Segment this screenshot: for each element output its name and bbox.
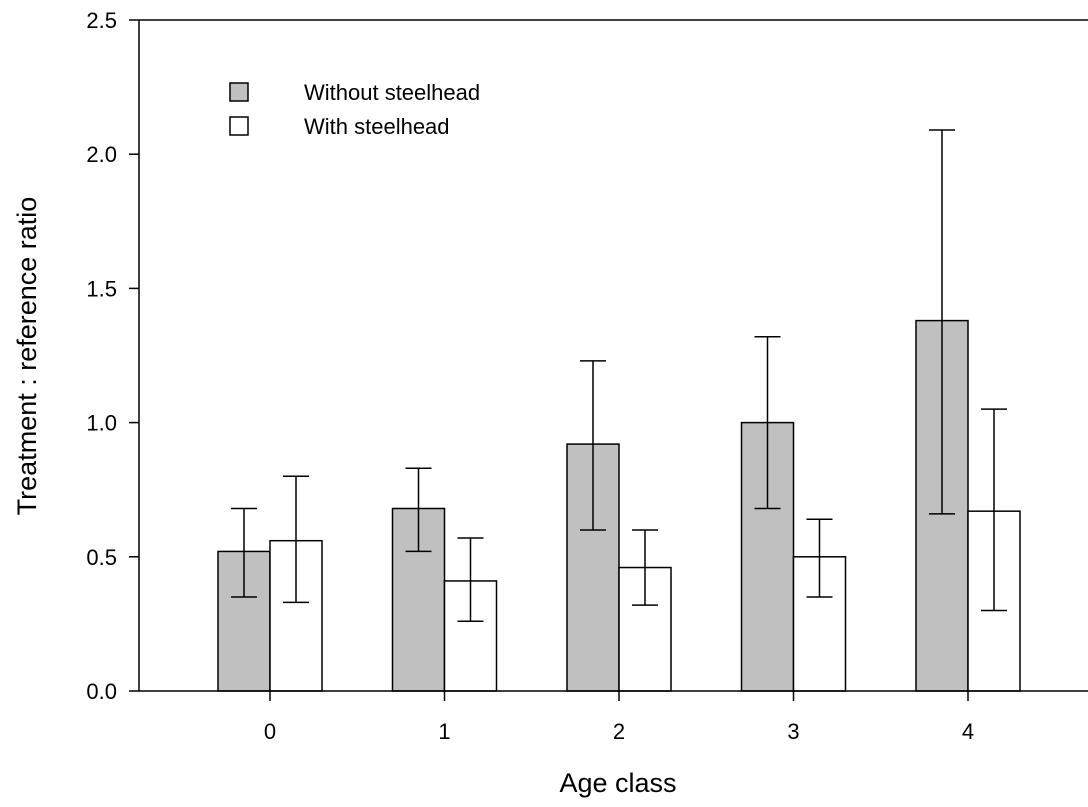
x-tick-label-1: 1: [438, 719, 450, 744]
y-axis-title: Treatment : reference ratio: [12, 197, 42, 516]
y-tick-label-2.5: 2.5: [86, 8, 117, 33]
legend-swatch-without-steelhead: [229, 82, 249, 102]
x-tick-label-0: 0: [264, 719, 276, 744]
y-tick-label-0.0: 0.0: [86, 679, 117, 704]
error-bars-layer: [231, 129, 1007, 622]
bars-layer: [217, 319, 1021, 692]
bar-s1-c1: [443, 580, 498, 692]
y-tick-label-1.5: 1.5: [86, 276, 117, 301]
x-tick-label-4: 4: [962, 719, 974, 744]
x-axis-title: Age class: [559, 768, 676, 798]
legend-label-with-steelhead: With steelhead: [304, 114, 450, 139]
y-tick-label-1.0: 1.0: [86, 411, 117, 436]
legend: Without steelhead With steelhead: [229, 80, 480, 139]
y-tick-label-2.0: 2.0: [86, 142, 117, 167]
y-tick-label-0.5: 0.5: [86, 545, 117, 570]
x-tick-label-2: 2: [613, 719, 625, 744]
legend-label-without-steelhead: Without steelhead: [304, 80, 480, 105]
y-ticks: 0.0 0.5 1.0 1.5 2.0 2.5: [86, 8, 139, 704]
axes-layer: [138, 19, 1088, 692]
legend-swatch-with-steelhead: [229, 116, 249, 136]
x-ticks: 0 1 2 3 4: [264, 691, 974, 744]
x-tick-label-3: 3: [787, 719, 799, 744]
